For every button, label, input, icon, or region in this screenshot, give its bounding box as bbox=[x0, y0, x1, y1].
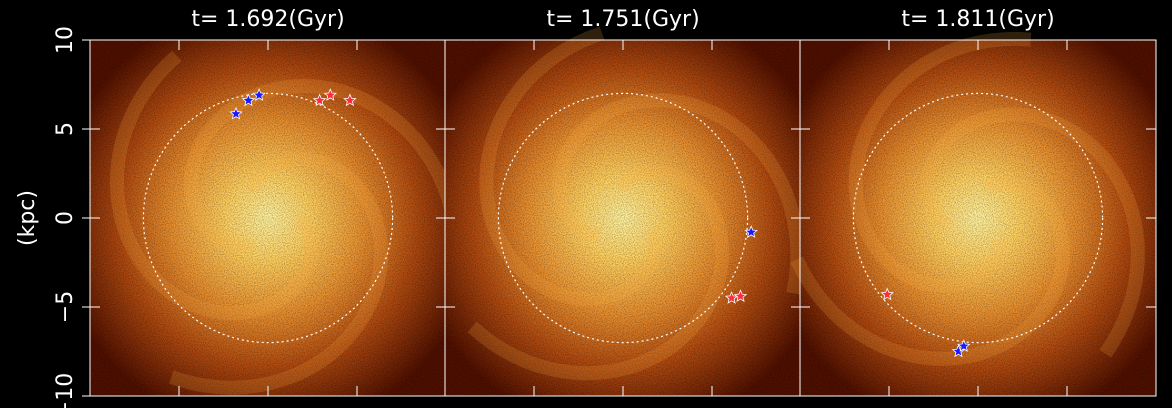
panel-title: t= 1.692(Gyr) bbox=[191, 7, 344, 32]
spiral-arm bbox=[848, 31, 1032, 293]
spiral-arm bbox=[467, 164, 730, 381]
panel-title: t= 1.751(Gyr) bbox=[546, 7, 699, 32]
y-tick-label: 0 bbox=[53, 211, 78, 225]
star-marker bbox=[733, 289, 748, 303]
spiral-arm bbox=[552, 93, 805, 295]
galaxy-grain bbox=[445, 40, 801, 396]
panel: t= 1.751(Gyr) bbox=[437, 7, 805, 397]
star-marker bbox=[241, 93, 256, 107]
spiral-arm bbox=[109, 50, 319, 321]
reference-circle bbox=[142, 92, 394, 344]
y-tick-label: −5 bbox=[53, 291, 78, 323]
y-axis-label: (kpc) bbox=[15, 190, 40, 246]
reference-circle bbox=[497, 92, 749, 344]
spiral-arm bbox=[920, 107, 1145, 358]
star-marker bbox=[323, 88, 337, 101]
galaxy-grain bbox=[90, 40, 446, 396]
y-tick-label: −10 bbox=[53, 373, 78, 408]
panel: t= 1.811(Gyr) bbox=[790, 7, 1157, 397]
star-marker bbox=[744, 225, 758, 238]
y-tick-label: 10 bbox=[53, 26, 78, 54]
star-marker bbox=[957, 339, 971, 352]
panel: t= 1.692(Gyr) −10 −5 0 5 10 (kpc) bbox=[15, 7, 461, 408]
spiral-arm bbox=[479, 26, 662, 307]
star-marker bbox=[343, 93, 357, 107]
star-marker bbox=[724, 291, 739, 304]
spiral-arm bbox=[169, 151, 389, 395]
spiral-arm bbox=[183, 78, 461, 253]
star-marker bbox=[312, 93, 327, 107]
y-tick-label: 5 bbox=[53, 122, 78, 136]
star-marker bbox=[252, 88, 266, 101]
reference-circle bbox=[852, 92, 1104, 344]
panel-title: t= 1.811(Gyr) bbox=[901, 7, 1054, 32]
galaxy-grain bbox=[800, 40, 1156, 396]
star-marker bbox=[880, 287, 894, 301]
spiral-arm bbox=[790, 176, 1071, 366]
star-marker bbox=[229, 106, 243, 120]
